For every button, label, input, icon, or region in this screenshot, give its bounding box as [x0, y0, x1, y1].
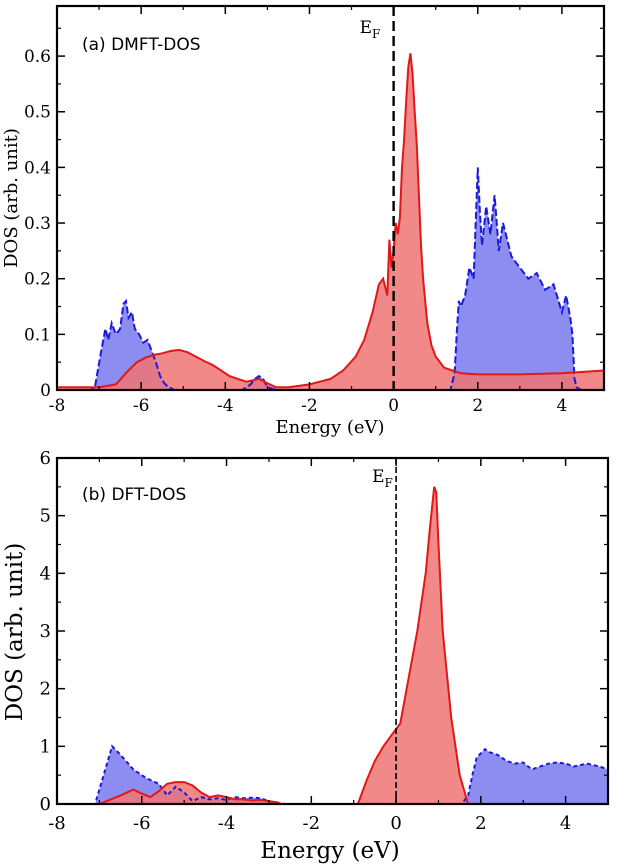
- panel-b-series-0-fill: [57, 746, 608, 804]
- panel-a-title: (a) DMFT-DOS: [82, 35, 201, 55]
- panel-a-ticks: -8 -6 -4 -2 0 2 4 0 0.1 0.2 0.3 0.4 0.5 0.6: [24, 6, 605, 416]
- panel-a-dmft: -8 -6 -4 -2 0 2 4 0 0.1 0.2 0.3 0.4 0.5 0.6 EF (a) DM…: [1, 4, 606, 438]
- y-tick-label: 5: [40, 506, 51, 527]
- panel-b-plot-area: [57, 486, 609, 805]
- panel-a-series-1-line: [57, 53, 605, 389]
- panel-b-frame: [55, 456, 610, 806]
- y-tick-label: 0: [40, 381, 51, 401]
- panel-b-y-axis-title: DOS (arb. unit): [2, 543, 28, 722]
- y-tick-label: 3: [40, 621, 51, 642]
- panel-b-x-axis-title: Energy (eV): [260, 838, 399, 864]
- panel-a-y-axis-title: DOS (arb. unit): [1, 128, 22, 268]
- fermi-label-main: E: [372, 467, 384, 487]
- y-tick-label: 0.1: [24, 325, 51, 345]
- fermi-level-label: EF: [372, 467, 393, 490]
- y-tick-label: 0.4: [24, 158, 51, 178]
- panel-b-ticks: -8 -6 -4 -2 0 2 4 0 1 2 3 4 5 6: [40, 448, 609, 834]
- panel-b-series-1-line: [57, 486, 608, 805]
- y-tick-label: 0.6: [24, 47, 51, 67]
- fermi-label-main: E: [360, 18, 372, 38]
- x-tick-label: -8: [49, 396, 66, 416]
- x-tick-label: 4: [560, 813, 571, 834]
- y-tick-label: 6: [40, 448, 51, 469]
- y-tick-label: 4: [40, 563, 51, 584]
- panel-a-fermi-marker: EF: [360, 6, 395, 390]
- panel-b-dft: -8 -6 -4 -2 0 2 4 0 1 2 3 4 5 6 EF (b) DFT-DOS Energy…: [2, 448, 610, 864]
- panel-b-title: (b) DFT-DOS: [82, 485, 186, 505]
- x-tick-label: -2: [301, 396, 318, 416]
- panel-a-plot-area: [57, 53, 605, 391]
- y-tick-label: 2: [40, 679, 51, 700]
- x-tick-label: -8: [48, 813, 66, 834]
- x-tick-label: 0: [388, 396, 399, 416]
- x-tick-label: 4: [557, 396, 568, 416]
- panel-a-series-0-line: [57, 167, 604, 391]
- fermi-label-subscript: F: [384, 476, 392, 490]
- panel-a-frame: [55, 4, 606, 392]
- x-tick-label: -4: [218, 813, 236, 834]
- x-tick-label: 2: [475, 813, 486, 834]
- y-tick-label: 0.3: [24, 214, 51, 234]
- x-tick-label: -6: [133, 396, 150, 416]
- x-tick-label: -4: [217, 396, 234, 416]
- fermi-label-subscript: F: [372, 27, 380, 41]
- y-tick-label: 1: [40, 736, 51, 757]
- x-tick-label: 2: [472, 396, 483, 416]
- fermi-level-label: EF: [360, 18, 381, 41]
- x-tick-label: -2: [303, 813, 321, 834]
- y-tick-label: 0.2: [24, 270, 51, 290]
- x-tick-label: -6: [133, 813, 151, 834]
- x-tick-label: 0: [390, 813, 401, 834]
- panel-a-series-0-fill: [57, 167, 604, 390]
- panel-b-series-1-fill: [57, 486, 608, 804]
- y-tick-label: 0: [40, 794, 51, 815]
- panel-b-fermi-marker: EF: [372, 458, 397, 804]
- panel-a-x-axis-title: Energy (eV): [275, 417, 384, 438]
- y-tick-label: 0.5: [24, 103, 51, 123]
